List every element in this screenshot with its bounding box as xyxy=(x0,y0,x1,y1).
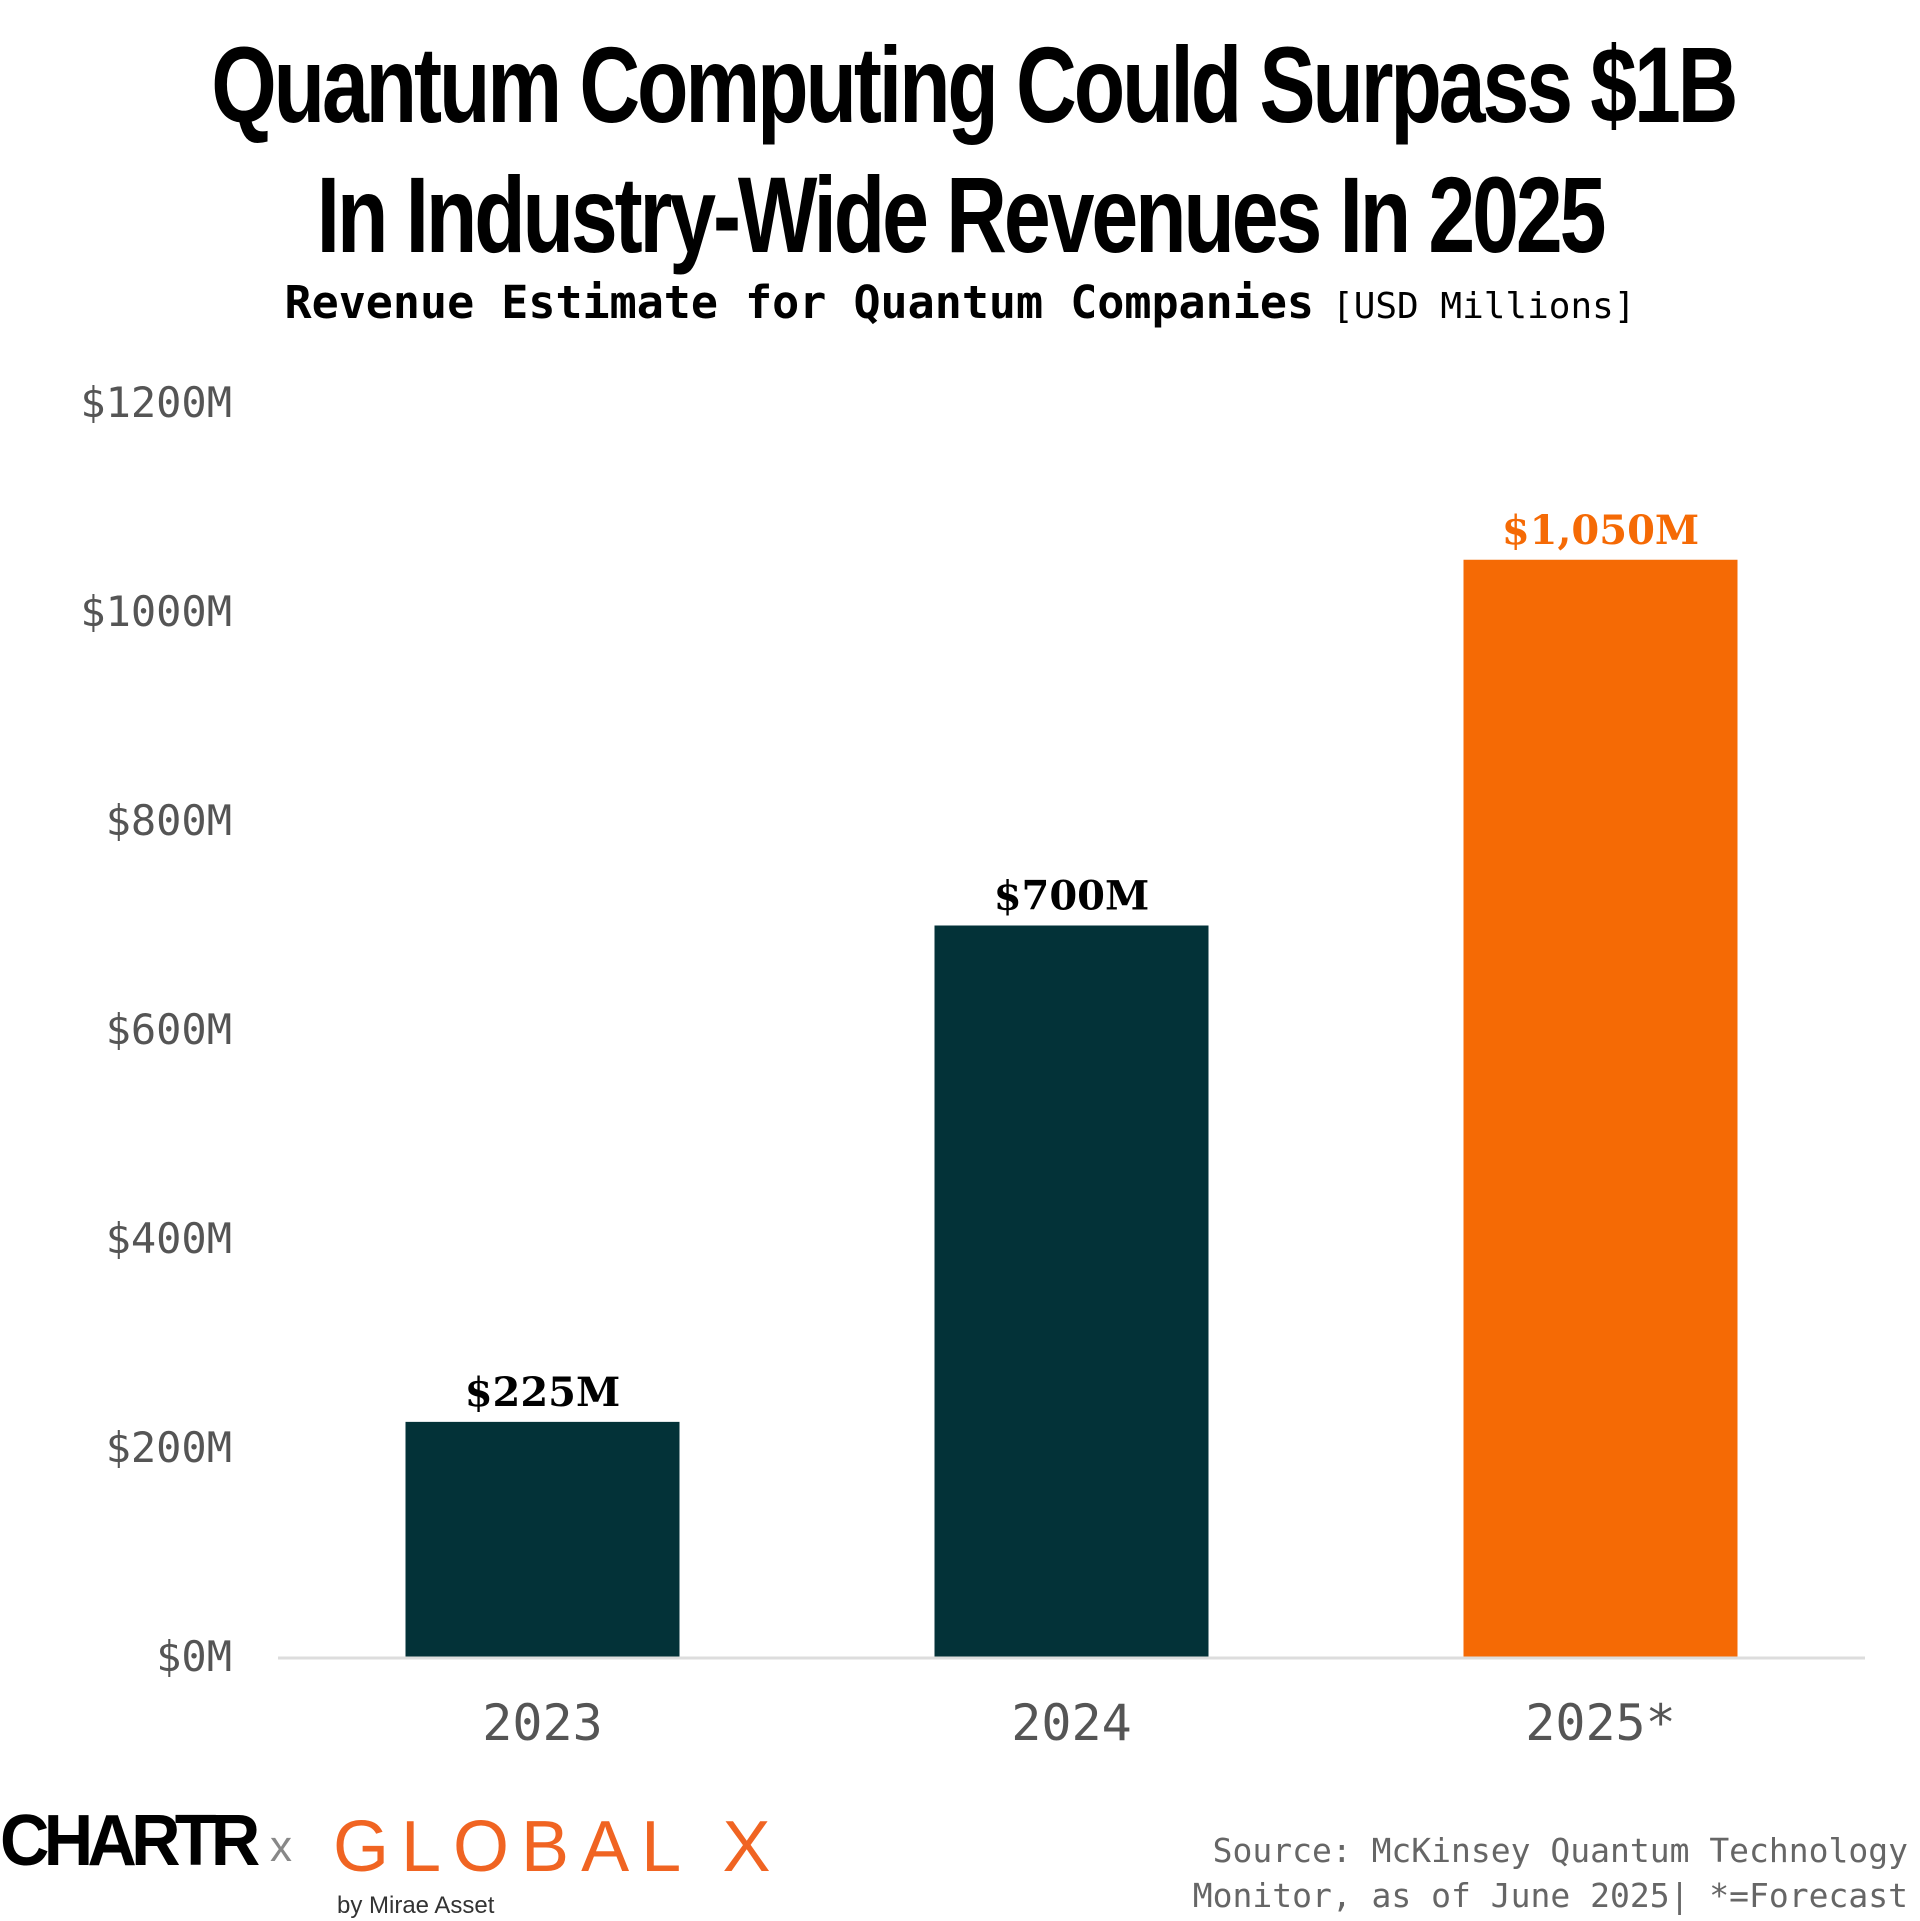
bar xyxy=(405,1421,680,1657)
source-note: Source: McKinsey Quantum Technology Moni… xyxy=(1193,1828,1908,1918)
y-tick-label: $200M xyxy=(106,1423,232,1472)
unit-label: [USD Millions] xyxy=(1332,286,1636,327)
y-tick-label: $0M xyxy=(156,1632,232,1681)
globalx-logo: GLOBAL X xyxy=(333,1807,783,1887)
x-tick-label: 2024 xyxy=(1011,1694,1131,1752)
y-tick-label: $1200M xyxy=(80,378,232,427)
y-tick-label: $1000M xyxy=(80,587,232,636)
data-label: $1,050M xyxy=(1502,507,1699,554)
y-tick-label: $600M xyxy=(106,1005,232,1054)
logo-separator: x xyxy=(270,1822,292,1871)
source-line-2: Monitor, as of June 2025| *=Forecast xyxy=(1192,1876,1908,1915)
chart-title-line-1: Quantum Computing Could Surpass $1B xyxy=(211,24,1738,145)
bar xyxy=(934,925,1209,1657)
globalx-sub-logo: by Mirae Asset xyxy=(337,1892,495,1919)
y-tick-label: $400M xyxy=(106,1214,232,1263)
chart-title-line-2: In Industry-Wide Revenues In 2025 xyxy=(316,154,1607,275)
chart-subtitle: Revenue Estimate for Quantum Companies [U… xyxy=(0,276,1920,329)
chartr-logo: CHARTR xyxy=(0,1801,260,1881)
data-label: $225M xyxy=(465,1369,621,1416)
subtitle-text: Revenue Estimate for Quantum Companies xyxy=(284,276,1315,329)
y-tick-label: $800M xyxy=(106,796,232,845)
x-tick-label: 2025* xyxy=(1525,1694,1676,1752)
source-line-1: Source: McKinsey Quantum Technology xyxy=(1212,1831,1908,1870)
bar xyxy=(1463,559,1738,1657)
x-tick-label: 2023 xyxy=(482,1694,602,1752)
data-label: $700M xyxy=(994,873,1150,920)
